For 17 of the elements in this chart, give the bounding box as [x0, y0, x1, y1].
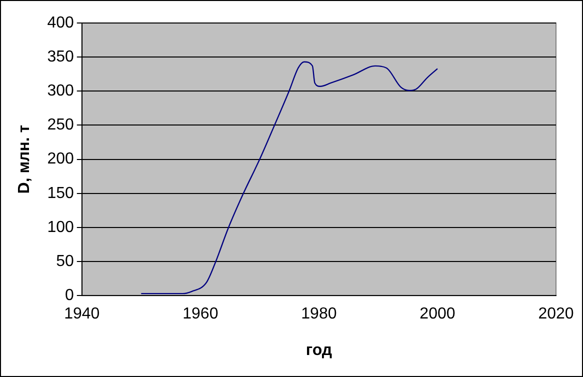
y-tick-label: 150 [47, 184, 74, 202]
x-tick-label: 2000 [420, 306, 456, 323]
x-tick-label: 1940 [64, 306, 100, 323]
line-series [140, 61, 438, 294]
y-tick-label: 300 [47, 82, 74, 100]
y-tick-label: 350 [47, 48, 74, 66]
y-tick-label: 0 [64, 287, 74, 304]
y-tick-label: 100 [47, 218, 74, 236]
y-axis-title: D, млн. т [16, 124, 34, 194]
y-tick-label: 200 [47, 150, 74, 168]
x-tick-label: 1960 [182, 306, 218, 323]
x-axis-title: год [306, 342, 332, 359]
y-tick-label: 400 [47, 14, 74, 32]
x-tick-label: 1980 [301, 306, 337, 323]
y-tick-label: 250 [47, 116, 74, 134]
x-tick-label: 2020 [538, 306, 574, 323]
y-tick-label: 50 [56, 252, 74, 270]
